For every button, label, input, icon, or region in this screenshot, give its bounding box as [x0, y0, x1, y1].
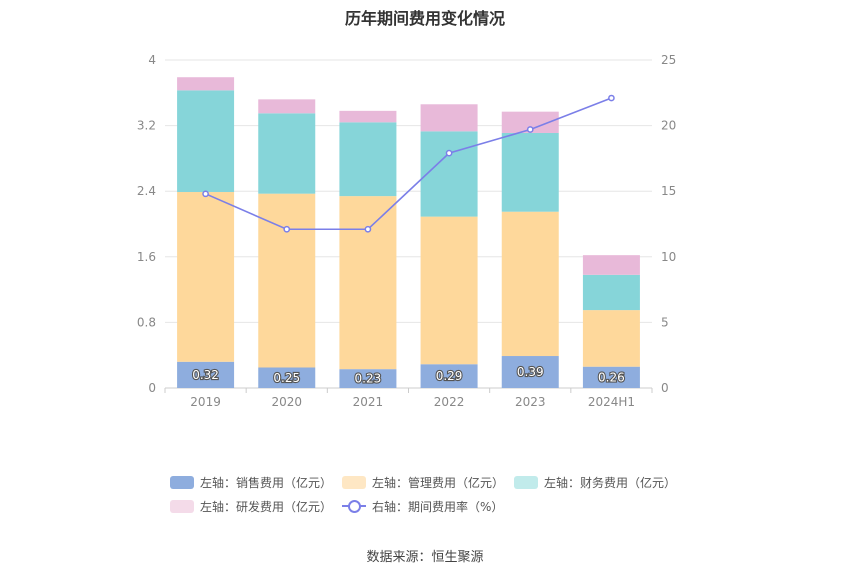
left-axis-tick-label: 2.4: [137, 184, 156, 198]
chart-canvas: 0 0.8 1.6 2.4 3.2 4 0 5 10 15 20 25 2019 2020 2021 2022…: [137, 53, 676, 409]
legend-item-rnd[interactable]: 左轴：研发费用（亿元）: [170, 498, 342, 515]
bar-segment-2: [177, 90, 235, 193]
left-axis-tick-label: 0.8: [137, 315, 156, 329]
chart-legend: 左轴：销售费用（亿元） 左轴：管理费用（亿元） 左轴：财务费用（亿元） 左轴：研…: [170, 470, 730, 518]
expense-ratio-point: [526, 126, 534, 133]
x-axis-tick-label: 2021: [353, 395, 384, 409]
bar-segment-3: [258, 99, 316, 114]
x-axis-tick-label: 2023: [515, 395, 546, 409]
bar-segment-0: [258, 367, 316, 388]
right-axis-tick-label: 20: [661, 119, 676, 133]
bar-segment-1: [420, 216, 478, 365]
legend-label-admin: 左轴：管理费用（亿元）: [372, 475, 505, 490]
bar-segment-3: [501, 111, 559, 133]
bar-segment-1: [339, 196, 397, 370]
bar-segment-1: [501, 211, 559, 357]
legend-item-sales[interactable]: 左轴：销售费用（亿元）: [170, 474, 342, 491]
bar-data-label: 0.26: [598, 370, 625, 384]
bar-segment-0: [177, 361, 235, 388]
legend-label-sales: 左轴：销售费用（亿元）: [200, 475, 333, 490]
bar-segment-1: [582, 310, 640, 367]
bar-segment-0: [501, 356, 559, 388]
legend-label-expense-ratio: 右轴：期间费用率（%）: [372, 499, 504, 514]
bar-segment-2: [420, 131, 478, 217]
bar-segment-3: [339, 110, 397, 123]
bar-segment-1: [177, 192, 235, 362]
left-axis-tick-label: 3.2: [137, 119, 156, 133]
left-axis-tick-label: 1.6: [137, 250, 156, 264]
chart-title: 历年期间费用变化情况: [344, 9, 505, 28]
bar-segment-3: [582, 255, 640, 275]
bar-segment-2: [501, 132, 559, 212]
bar-data-label: 0.29: [436, 369, 463, 383]
bar-segment-0: [582, 366, 640, 388]
x-axis-tick-label: 2020: [271, 395, 302, 409]
x-axis-tick-label: 2024H1: [588, 395, 635, 409]
right-axis-tick-label: 5: [661, 315, 669, 329]
legend-label-finance: 左轴：财务费用（亿元）: [544, 475, 677, 490]
bar-data-label: 0.39: [517, 365, 544, 379]
bar-segment-1: [258, 193, 316, 368]
expense-ratio-point: [364, 225, 372, 233]
legend-item-expense-ratio[interactable]: 右轴：期间费用率（%）: [342, 498, 514, 515]
left-axis-tick-label: 0: [148, 381, 156, 395]
x-axis-tick-label: 2019: [190, 395, 221, 409]
left-axis-tick-label: 4: [148, 53, 156, 67]
bar-segment-0: [339, 369, 397, 388]
right-axis-tick-label: 10: [661, 250, 676, 264]
legend-swatch-sales: [170, 475, 194, 489]
bar-segment-2: [258, 113, 316, 194]
legend-label-rnd: 左轴：研发费用（亿元）: [200, 499, 333, 514]
bar-segment-2: [582, 274, 640, 311]
data-source: 数据来源：恒生聚源: [366, 550, 484, 565]
bar-data-label: 0.25: [273, 371, 300, 385]
right-axis-tick-label: 25: [661, 53, 676, 67]
bar-segment-0: [420, 364, 478, 388]
legend-line-marker-icon: [342, 499, 366, 513]
bar-segment-3: [177, 77, 235, 91]
expense-ratio-point: [202, 190, 209, 198]
bar-data-label: 0.23: [355, 372, 382, 386]
legend-swatch-admin: [342, 475, 366, 489]
legend-swatch-rnd: [170, 499, 194, 513]
expense-ratio-point: [445, 149, 453, 157]
expense-ratio-point: [608, 94, 615, 102]
bar-segment-2: [339, 122, 397, 197]
right-axis-tick-label: 15: [661, 184, 676, 198]
legend-swatch-finance: [514, 475, 538, 489]
legend-item-admin[interactable]: 左轴：管理费用（亿元）: [342, 474, 514, 491]
bar-segment-3: [420, 104, 478, 132]
bar-data-label: 0.32: [192, 368, 219, 382]
legend-item-finance[interactable]: 左轴：财务费用（亿元）: [514, 474, 686, 491]
x-axis-tick-label: 2022: [434, 395, 465, 409]
expense-ratio-point: [283, 225, 291, 233]
right-axis-tick-label: 0: [661, 381, 669, 395]
expense-ratio-line: [205, 97, 612, 231]
